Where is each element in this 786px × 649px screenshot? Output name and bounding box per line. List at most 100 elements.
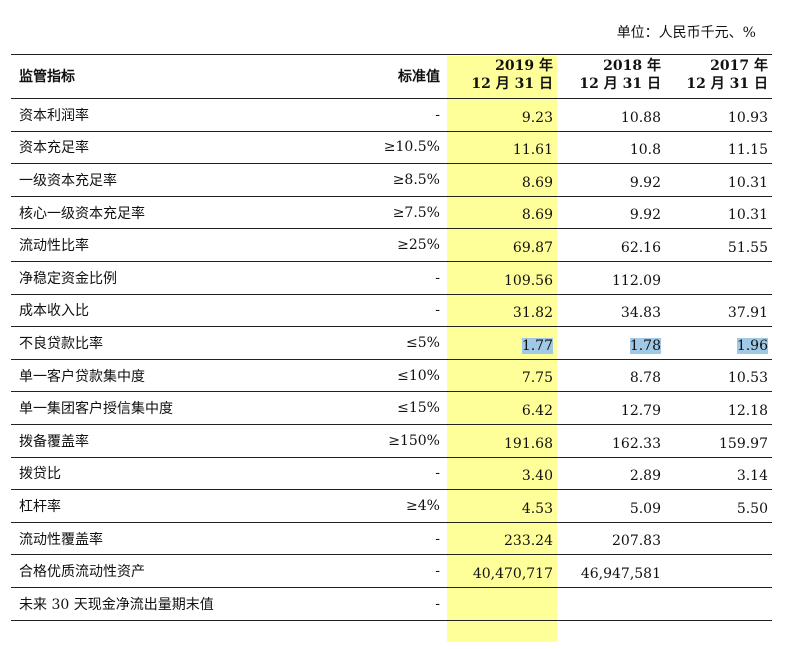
value-2018-cell: 8.78 xyxy=(557,359,665,392)
indicator-name-cell: 拨贷比 xyxy=(11,457,308,490)
indicator-name-text: 资本充足率 xyxy=(19,140,89,157)
value-2017-cell: 10.93 xyxy=(665,99,772,132)
value-2018-text: 8.78 xyxy=(629,370,661,387)
value-2018-cell: 2.89 xyxy=(557,457,665,490)
table-row: 拨备覆盖率 ≥150% 191.68 162.33 159.97 xyxy=(11,424,772,458)
value-2017-text: 10.31 xyxy=(727,207,768,224)
value-2018-cell: 1.78 xyxy=(557,327,665,360)
value-2018-cell: 34.83 xyxy=(557,294,665,327)
table-row: 核心一级资本充足率 ≥7.5% 8.69 9.92 10.31 xyxy=(11,196,772,229)
indicator-name-text: 单一客户贷款集中度 xyxy=(19,368,145,385)
indicator-name-cell: 单一客户贷款集中度 xyxy=(11,359,308,392)
value-2019-cell: 8.69 xyxy=(444,196,557,229)
value-2018-cell: 12.79 xyxy=(557,392,665,425)
standard-value-cell: - xyxy=(308,587,444,620)
standard-value-text: ≥150% xyxy=(388,432,440,449)
value-2018-text: 10.88 xyxy=(620,109,661,126)
standard-value-cell: ≤5% xyxy=(308,327,444,360)
indicator-name-text: 未来 30 天现金净流出量期末值 xyxy=(19,596,214,613)
header-2019-year: 2019 年 xyxy=(495,58,553,74)
header-2018-year: 2018 年 xyxy=(603,58,661,74)
value-2017-cell: 51.55 xyxy=(665,229,772,262)
indicator-name-text: 净稳定资金比例 xyxy=(19,270,117,287)
value-2018-text: 34.83 xyxy=(620,305,661,322)
table-row: 不良贷款比率 ≤5% 1.77 1.78 1.96 xyxy=(11,327,772,360)
value-2019-text: 8.69 xyxy=(521,207,553,224)
header-2017: 2017 年 12 月 31 日 xyxy=(665,55,772,99)
standard-value-text: ≥25% xyxy=(397,237,440,254)
standard-value-text: ≥4% xyxy=(406,497,440,514)
table-row: 成本收入比 - 31.82 34.83 37.91 xyxy=(11,294,772,327)
header-indicator: 监管指标 xyxy=(19,68,75,85)
indicator-name-text: 合格优质流动性资产 xyxy=(19,564,145,581)
value-2018-cell: 9.92 xyxy=(557,196,665,229)
standard-value-cell: ≥8.5% xyxy=(308,164,444,197)
indicator-name-cell: 流动性比率 xyxy=(11,229,308,262)
value-2018-cell: 112.09 xyxy=(557,261,665,294)
indicator-name-text: 流动性覆盖率 xyxy=(19,531,103,548)
standard-value-text: - xyxy=(435,106,440,123)
standard-value-text: ≥7.5% xyxy=(392,204,440,221)
value-2018-cell: 62.16 xyxy=(557,229,665,262)
header-2018: 2018 年 12 月 31 日 xyxy=(557,55,665,99)
value-2017-text: 10.31 xyxy=(727,174,768,191)
value-2018-cell: 10.8 xyxy=(557,131,665,164)
standard-value-text: - xyxy=(435,595,440,612)
value-2019-text: 1.77 xyxy=(521,337,553,354)
header-2017-date: 12 月 31 日 xyxy=(686,76,768,92)
unit-label: 单位：人民币千元、% xyxy=(616,25,756,41)
value-2017-cell: 3.14 xyxy=(665,457,772,490)
header-2017-year: 2017 年 xyxy=(710,58,768,74)
standard-value-text: - xyxy=(435,302,440,319)
standard-value-cell: - xyxy=(308,522,444,555)
table-row: 杠杆率 ≥4% 4.53 5.09 5.50 xyxy=(11,490,772,523)
table-row: 拨贷比 - 3.40 2.89 3.14 xyxy=(11,457,772,490)
value-2017-text: 5.50 xyxy=(736,500,768,517)
standard-value-cell: ≥25% xyxy=(308,229,444,262)
standard-value-cell: - xyxy=(308,555,444,588)
table-row: 未来 30 天现金净流出量期末值 - xyxy=(11,587,772,620)
value-2018-text: 1.78 xyxy=(629,337,661,354)
indicator-name-cell: 未来 30 天现金净流出量期末值 xyxy=(11,587,308,620)
value-2018-text: 12.79 xyxy=(620,402,661,419)
header-2019: 2019 年 12 月 31 日 xyxy=(444,55,557,99)
standard-value-cell: ≤15% xyxy=(308,392,444,425)
indicator-name-text: 不良贷款比率 xyxy=(19,335,103,352)
indicator-name-cell: 拨备覆盖率 xyxy=(11,424,308,457)
indicator-name-text: 单一集团客户授信集中度 xyxy=(19,401,173,418)
value-2019-cell: 233.24 xyxy=(444,522,557,555)
value-2017-text: 159.97 xyxy=(719,435,768,452)
indicator-name-cell: 单一集团客户授信集中度 xyxy=(11,392,308,425)
standard-value-text: - xyxy=(435,269,440,286)
value-2018-cell: 162.33 xyxy=(557,424,665,457)
value-2019-cell: 1.77 xyxy=(444,327,557,360)
value-2018-text: 207.83 xyxy=(612,533,661,550)
value-2019-cell xyxy=(444,587,557,620)
value-2018-text: 112.09 xyxy=(612,272,661,289)
value-2017-cell xyxy=(665,261,772,294)
value-2019-cell: 8.69 xyxy=(444,164,557,197)
value-2019-text: 11.61 xyxy=(512,142,553,159)
indicator-name-text: 核心一级资本充足率 xyxy=(19,205,145,222)
value-2017-text: 11.15 xyxy=(727,142,768,159)
value-2019-cell: 7.75 xyxy=(444,359,557,392)
indicator-name-cell: 成本收入比 xyxy=(11,294,308,327)
standard-value-cell: ≤10% xyxy=(308,359,444,392)
value-2017-text: 10.53 xyxy=(727,370,768,387)
indicator-name-text: 流动性比率 xyxy=(19,238,89,255)
value-2019-cell: 69.87 xyxy=(444,229,557,262)
value-2019-text: 69.87 xyxy=(512,239,553,256)
value-2018-text: 162.33 xyxy=(612,435,661,452)
value-2017-cell xyxy=(665,587,772,620)
table-row: 资本利润率 - 9.23 10.88 10.93 xyxy=(11,99,772,132)
indicator-name-cell: 资本利润率 xyxy=(11,99,308,132)
table-row: 流动性覆盖率 - 233.24 207.83 xyxy=(11,522,772,555)
standard-value-text: ≤5% xyxy=(406,334,440,351)
value-2019-cell: 40,470,717 xyxy=(444,555,557,588)
indicator-name-text: 一级资本充足率 xyxy=(19,172,117,189)
value-2017-text: 10.93 xyxy=(727,109,768,126)
value-2019-cell: 109.56 xyxy=(444,261,557,294)
standard-value-cell: - xyxy=(308,294,444,327)
value-2019-text: 233.24 xyxy=(504,533,553,550)
value-2018-cell: 9.92 xyxy=(557,164,665,197)
